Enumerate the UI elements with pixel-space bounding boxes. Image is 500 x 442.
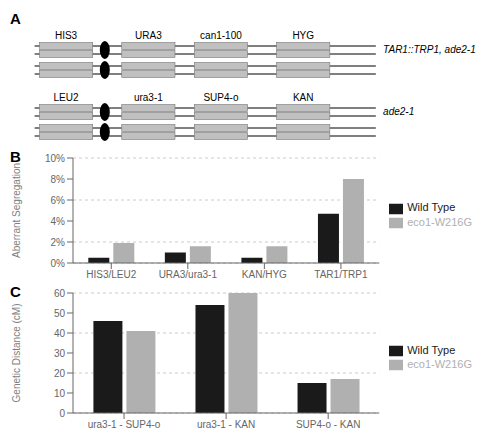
svg-text:URA3: URA3: [135, 30, 162, 41]
svg-text:4%: 4%: [51, 216, 66, 227]
svg-text:30: 30: [54, 348, 66, 359]
svg-text:TAR1/TRP1: TAR1/TRP1: [314, 269, 368, 280]
svg-text:can1-100: can1-100: [200, 30, 242, 41]
html-text:Wild Type: Wild Type: [407, 201, 456, 214]
svg-text:LEU2: LEU2: [54, 92, 79, 103]
svg-text:ura3-1 - KAN: ura3-1 - KAN: [197, 419, 255, 430]
svg-text:20: 20: [54, 368, 66, 379]
svg-text:10%: 10%: [45, 153, 65, 164]
svg-text:SUP4-o: SUP4-o: [203, 92, 238, 103]
svg-text:50: 50: [54, 308, 66, 319]
svg-text:KAN/HYG: KAN/HYG: [242, 269, 287, 280]
svg-text:KAN: KAN: [293, 92, 314, 103]
html-text:eco1-W216G: eco1-W216G: [407, 358, 472, 370]
svg-text:8%: 8%: [51, 174, 66, 185]
svg-text:TAR1::TRP1, ade2-1: TAR1::TRP1, ade2-1: [383, 44, 476, 55]
svg-text:60: 60: [54, 288, 66, 299]
svg-text:Genetic Distance (cM): Genetic Distance (cM): [11, 304, 22, 403]
svg-text:ura3-1 - SUP4-o: ura3-1 - SUP4-o: [88, 419, 161, 430]
html-text:Wild Type: Wild Type: [407, 343, 456, 356]
svg-text:HYG: HYG: [292, 30, 314, 41]
svg-text:URA3/ura3-1: URA3/ura3-1: [159, 269, 218, 280]
svg-text:10: 10: [54, 388, 66, 399]
svg-text:ade2-1: ade2-1: [383, 106, 414, 117]
html-text:C: C: [10, 283, 21, 300]
svg-text:40: 40: [54, 328, 66, 339]
svg-text:0%: 0%: [51, 258, 66, 269]
html-text:B: B: [10, 148, 21, 165]
svg-text:2%: 2%: [51, 237, 66, 248]
svg-text:HIS3/LEU2: HIS3/LEU2: [86, 269, 136, 280]
svg-text:ura3-1: ura3-1: [134, 92, 163, 103]
svg-text:6%: 6%: [51, 195, 66, 206]
svg-text:HIS3: HIS3: [55, 30, 78, 41]
svg-text:0: 0: [59, 408, 65, 419]
svg-text:A: A: [10, 10, 21, 27]
html-text:eco1-W216G: eco1-W216G: [407, 215, 472, 228]
svg-text:SUP4-o - KAN: SUP4-o - KAN: [296, 419, 360, 430]
svg-text:Aberrant Segregation: Aberrant Segregation: [11, 163, 22, 258]
